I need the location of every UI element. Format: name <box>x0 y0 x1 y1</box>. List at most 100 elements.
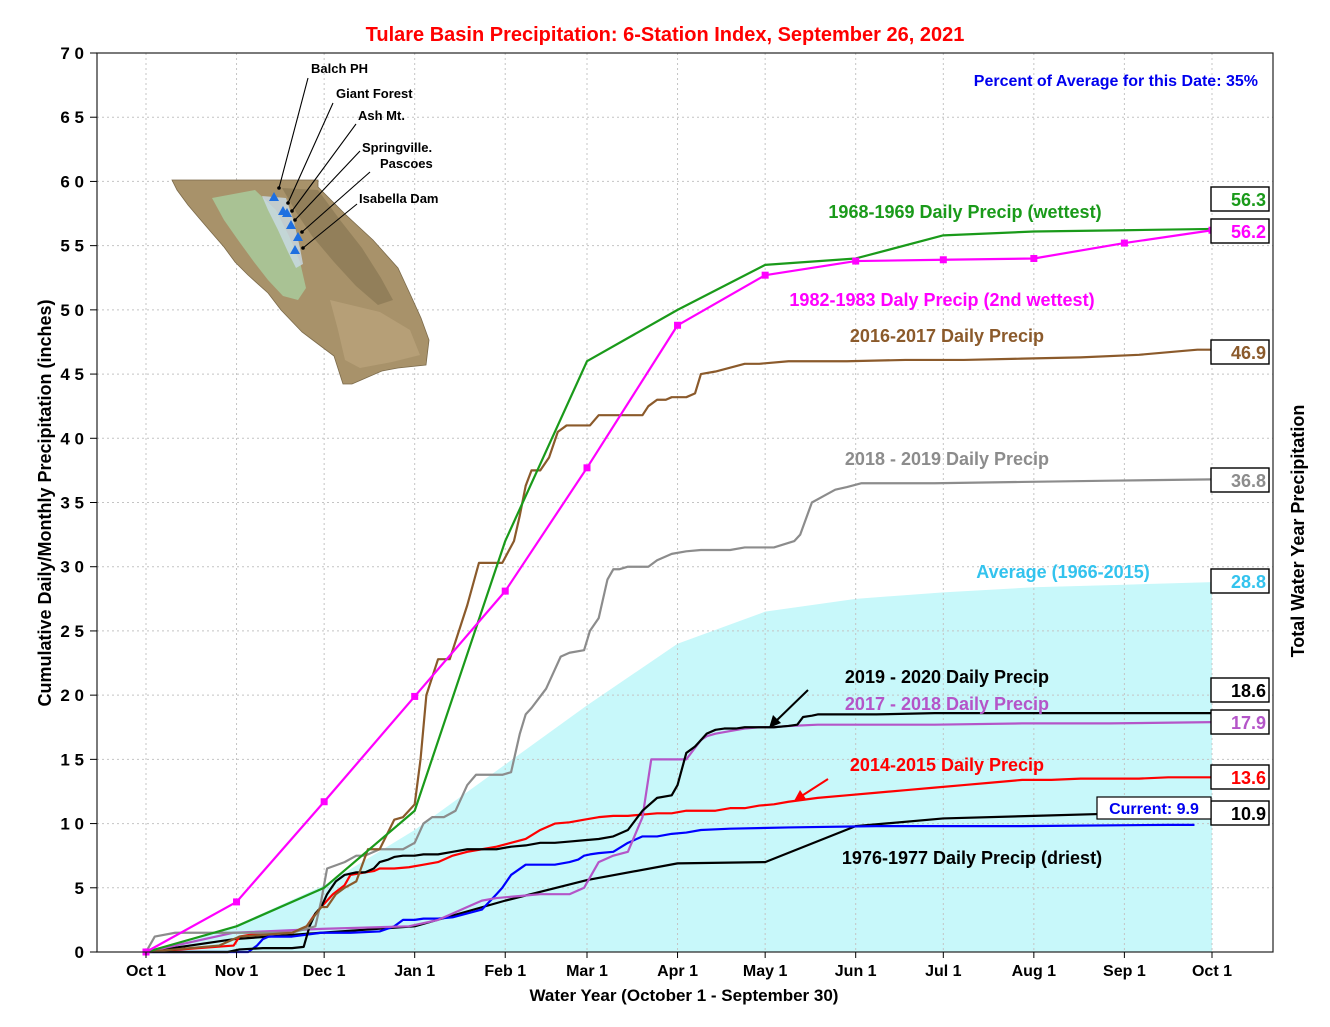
current-label-box: Current: 9.9 <box>1096 796 1212 820</box>
series-line-2016-2017-daily-precip <box>145 348 1212 954</box>
arrow-2014-2015 <box>794 778 829 801</box>
percent-of-average: Percent of Average for this Date: 35% <box>974 73 1258 90</box>
series-point-1982-1983-daly-precip-2nd-wettest <box>233 898 241 906</box>
total-value-label: 10.9 <box>1231 804 1266 824</box>
total-value-label: 46.9 <box>1231 343 1266 363</box>
station-marker <box>282 208 292 217</box>
y-tick-label: 1 0 <box>60 815 84 834</box>
series-line-current <box>146 823 1195 954</box>
y-axis-title: Cumulative Daily/Monthly Precipitation (… <box>35 299 55 706</box>
right-axis-title: Total Water Year Precipitation <box>1288 405 1308 658</box>
y-tick-label: 6 5 <box>60 108 84 127</box>
total-box-frame <box>1210 339 1270 365</box>
station-leader-line <box>294 150 361 221</box>
series-layer <box>142 226 1216 956</box>
series-label-average: Average (1966-2015) <box>976 562 1149 582</box>
station-leader-line <box>301 171 371 233</box>
station-markers <box>269 192 303 254</box>
total-box-frame <box>1210 800 1270 826</box>
series-point-1982-1983-daly-precip-2nd-wettest <box>501 587 509 595</box>
station-leader-line <box>278 77 309 189</box>
total-box-frame <box>1210 764 1270 790</box>
x-tick-label: Feb 1 <box>484 963 526 980</box>
x-tick-label: Nov 1 <box>215 963 259 980</box>
y-tick-label: 3 0 <box>60 558 84 577</box>
total-box-frame <box>1210 709 1270 735</box>
average-area-layer <box>146 582 1212 952</box>
series-point-1982-1983-daly-precip-2nd-wettest <box>761 271 769 279</box>
station-leader-tip <box>300 230 304 234</box>
total-value-label: 56.2 <box>1231 222 1266 242</box>
station-label-giant-forest: Giant Forest <box>336 86 413 101</box>
x-tick-label: Dec 1 <box>303 963 346 980</box>
x-axis-title: Water Year (October 1 - September 30) <box>530 986 839 1005</box>
station-leader-line <box>287 102 334 204</box>
california-map-mountains <box>282 188 393 305</box>
total-value-label: 36.8 <box>1231 471 1266 491</box>
series-point-1982-1983-daly-precip-2nd-wettest <box>1120 239 1128 247</box>
series-line-1968-1969-daily-precip-wettest <box>145 227 1213 954</box>
total-box: 18.6 <box>1210 677 1270 703</box>
station-leader-lines <box>277 77 371 250</box>
series-label-1976-1977: 1976-1977 Daily Precip (driest) <box>842 848 1102 868</box>
series-label-2018-2019: 2018 - 2019 Daily Precip <box>845 449 1049 469</box>
y-tick-label: 4 0 <box>60 429 84 448</box>
series-point-1982-1983-daly-precip-2nd-wettest <box>411 692 419 700</box>
x-tick-label: May 1 <box>743 963 788 980</box>
california-map-desert <box>330 300 420 368</box>
total-box: 28.8 <box>1210 568 1270 594</box>
total-box: 17.9 <box>1210 709 1270 735</box>
station-label-springville: Springville. <box>362 140 432 155</box>
series-label-1968-1969: 1968-1969 Daily Precip (wettest) <box>828 202 1101 222</box>
series-point-1982-1983-daly-precip-2nd-wettest <box>939 256 947 264</box>
total-box: 46.9 <box>1210 339 1270 365</box>
y-tick-label: 0 <box>75 943 84 962</box>
total-value-label: 17.9 <box>1231 713 1266 733</box>
total-box-frame <box>1210 568 1270 594</box>
series-point-1982-1983-daly-precip-2nd-wettest <box>674 321 682 329</box>
total-box-frame <box>1210 677 1270 703</box>
station-leader-tip <box>277 186 281 190</box>
y-tick-label: 6 0 <box>60 172 84 191</box>
station-label-balch-ph: Balch PH <box>311 61 368 76</box>
y-tick-label: 5 0 <box>60 301 84 320</box>
station-marker <box>290 245 300 254</box>
station-marker <box>293 232 303 241</box>
x-tick-label: Mar 1 <box>566 963 608 980</box>
station-leader-tip <box>301 246 305 250</box>
california-map-valley <box>212 190 306 300</box>
station-leader-line <box>291 123 357 212</box>
x-tick-label: Oct 1 <box>1192 963 1232 980</box>
x-tick-label: Oct 1 <box>126 963 166 980</box>
y-tick-labels: 0 5 1 0 1 5 2 0 2 5 3 0 3 5 4 0 4 5 5 0 5 5 6 0 6 5 7 … <box>60 44 97 962</box>
x-tick-label: Apr 1 <box>657 963 698 980</box>
total-box-frame <box>1210 467 1270 493</box>
x-tick-label: Jul 1 <box>925 963 962 980</box>
total-box: 36.8 <box>1210 467 1270 493</box>
total-value-label: 18.6 <box>1231 681 1266 701</box>
total-value-label: 56.3 <box>1231 190 1266 210</box>
y-tick-label: 4 5 <box>60 365 84 384</box>
series-point-1982-1983-daly-precip-2nd-wettest <box>320 798 328 806</box>
station-label-isabella-dam: Isabella Dam <box>359 191 439 206</box>
series-line-2018-2019-daily-precip <box>145 478 1213 953</box>
chart-title: Tulare Basin Precipitation: 6-Station In… <box>366 24 965 46</box>
x-tick-label: Sep 1 <box>1103 963 1146 980</box>
y-tick-label: 3 5 <box>60 494 84 513</box>
x-tick-label: Jan 1 <box>394 963 435 980</box>
total-box-frame <box>1210 186 1270 212</box>
total-box: 10.9 <box>1210 800 1270 826</box>
total-value-label: 13.6 <box>1231 768 1266 788</box>
arrow-2019-2020 <box>769 689 809 728</box>
series-line-2019-2020-daily-precip <box>146 712 1212 954</box>
total-box: 56.3 <box>1210 186 1270 212</box>
y-tick-label: 7 0 <box>60 44 84 63</box>
series-label-2014-2015: 2014-2015 Daily Precip <box>850 755 1044 775</box>
y-tick-label: 2 0 <box>60 686 84 705</box>
series-point-1982-1983-daly-precip-2nd-wettest <box>1030 254 1038 262</box>
california-map-inset: Balch PH Giant Forest Ash Mt. Springvill… <box>171 61 439 385</box>
current-label-text: Current: 9.9 <box>1109 801 1199 818</box>
series-label-2017-2018: 2017 - 2018 Daily Precip <box>845 694 1049 714</box>
y-tick-label: 2 5 <box>60 622 84 641</box>
